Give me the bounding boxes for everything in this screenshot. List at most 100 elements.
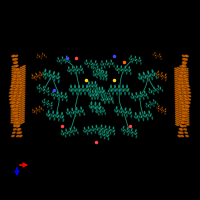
Ellipse shape — [55, 93, 57, 97]
Ellipse shape — [45, 56, 47, 58]
Ellipse shape — [120, 65, 122, 69]
Ellipse shape — [180, 104, 184, 106]
Ellipse shape — [15, 108, 18, 111]
Ellipse shape — [99, 69, 101, 72]
Ellipse shape — [183, 65, 187, 67]
Ellipse shape — [129, 69, 131, 72]
Ellipse shape — [11, 69, 16, 71]
Ellipse shape — [139, 111, 141, 115]
Ellipse shape — [177, 81, 181, 84]
Ellipse shape — [11, 108, 15, 111]
Ellipse shape — [100, 109, 102, 114]
Ellipse shape — [143, 72, 145, 76]
Ellipse shape — [130, 114, 132, 118]
Ellipse shape — [67, 69, 69, 72]
Ellipse shape — [22, 69, 26, 71]
Ellipse shape — [121, 128, 123, 132]
Ellipse shape — [61, 59, 63, 62]
Ellipse shape — [17, 71, 20, 74]
Ellipse shape — [14, 72, 18, 75]
Ellipse shape — [82, 70, 84, 74]
Ellipse shape — [183, 75, 187, 77]
Ellipse shape — [135, 135, 137, 138]
Ellipse shape — [96, 87, 98, 91]
Ellipse shape — [161, 111, 163, 114]
Ellipse shape — [59, 94, 61, 98]
Ellipse shape — [112, 99, 114, 102]
Ellipse shape — [18, 115, 23, 117]
Ellipse shape — [185, 135, 189, 137]
Ellipse shape — [39, 55, 40, 58]
Ellipse shape — [99, 74, 101, 78]
Ellipse shape — [14, 82, 18, 84]
Ellipse shape — [177, 100, 181, 102]
Ellipse shape — [14, 78, 18, 80]
Ellipse shape — [183, 71, 187, 74]
Ellipse shape — [16, 86, 21, 89]
Ellipse shape — [178, 119, 182, 122]
Ellipse shape — [18, 95, 21, 97]
Ellipse shape — [183, 115, 187, 117]
Ellipse shape — [57, 115, 60, 118]
Ellipse shape — [112, 100, 114, 104]
Ellipse shape — [21, 107, 25, 110]
Ellipse shape — [19, 103, 23, 106]
Ellipse shape — [19, 95, 23, 98]
Ellipse shape — [55, 75, 58, 79]
Ellipse shape — [53, 117, 55, 121]
Ellipse shape — [16, 79, 21, 81]
Ellipse shape — [180, 85, 184, 87]
Ellipse shape — [154, 52, 156, 54]
Ellipse shape — [99, 106, 102, 110]
Ellipse shape — [116, 106, 118, 110]
Ellipse shape — [38, 87, 41, 90]
Ellipse shape — [14, 115, 18, 117]
Ellipse shape — [187, 88, 191, 91]
Ellipse shape — [36, 112, 37, 114]
Ellipse shape — [139, 56, 140, 60]
Ellipse shape — [125, 129, 127, 133]
Ellipse shape — [183, 109, 187, 112]
Ellipse shape — [51, 107, 52, 110]
Ellipse shape — [14, 84, 18, 86]
Ellipse shape — [12, 111, 16, 114]
Ellipse shape — [9, 101, 13, 104]
Ellipse shape — [175, 100, 179, 103]
Ellipse shape — [180, 71, 184, 74]
Ellipse shape — [47, 103, 49, 105]
Ellipse shape — [11, 92, 15, 95]
Ellipse shape — [19, 66, 23, 69]
Ellipse shape — [88, 91, 90, 96]
Ellipse shape — [16, 100, 20, 102]
Ellipse shape — [21, 111, 25, 114]
Ellipse shape — [69, 133, 71, 137]
Ellipse shape — [84, 62, 86, 65]
Ellipse shape — [17, 71, 21, 73]
Ellipse shape — [10, 121, 15, 124]
Ellipse shape — [174, 85, 178, 88]
Ellipse shape — [108, 100, 110, 104]
Ellipse shape — [89, 129, 91, 132]
Ellipse shape — [121, 68, 123, 71]
Ellipse shape — [19, 93, 23, 96]
Ellipse shape — [16, 75, 20, 77]
Ellipse shape — [16, 121, 20, 123]
Ellipse shape — [98, 91, 100, 94]
Ellipse shape — [92, 74, 95, 77]
Ellipse shape — [180, 112, 184, 114]
Ellipse shape — [90, 93, 92, 97]
Ellipse shape — [177, 82, 181, 85]
Ellipse shape — [21, 113, 25, 116]
Ellipse shape — [185, 122, 190, 124]
Ellipse shape — [96, 109, 98, 113]
Ellipse shape — [152, 53, 154, 56]
Ellipse shape — [95, 130, 96, 134]
Ellipse shape — [99, 73, 102, 77]
Ellipse shape — [107, 137, 109, 141]
Ellipse shape — [182, 94, 187, 96]
Ellipse shape — [185, 110, 189, 112]
Ellipse shape — [182, 86, 186, 88]
Ellipse shape — [15, 105, 19, 107]
Ellipse shape — [16, 125, 20, 127]
Ellipse shape — [41, 57, 42, 59]
